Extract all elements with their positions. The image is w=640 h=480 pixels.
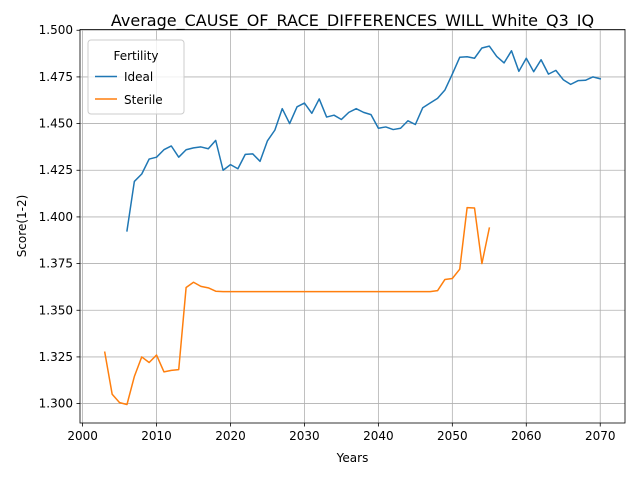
y-tick-label: 1.425 <box>39 163 73 177</box>
legend-label-sterile: Sterile <box>124 93 163 107</box>
y-tick-label: 1.350 <box>39 303 73 317</box>
chart-title: Average_CAUSE_OF_RACE_DIFFERENCES_WILL_W… <box>111 11 594 31</box>
legend-title: Fertility <box>113 49 158 63</box>
series-line-sterile <box>103 206 491 406</box>
y-tick-label: 1.325 <box>39 350 73 364</box>
grid-lines <box>80 29 625 423</box>
y-axis-label: Score(1-2) <box>15 195 29 258</box>
x-tick-label: 2040 <box>363 429 394 443</box>
y-tick-label: 1.500 <box>39 23 73 37</box>
y-tick-label: 1.375 <box>39 257 73 271</box>
legend-box <box>87 39 185 115</box>
axis-ticks: 2000 2010 2020 2030 2040 2050 2060 2070 1.300 1.3… <box>39 23 616 443</box>
legend-label-ideal: Ideal <box>124 70 153 84</box>
y-tick-label: 1.300 <box>39 397 73 411</box>
x-tick-label: 2010 <box>141 429 172 443</box>
x-tick-label: 2070 <box>585 429 616 443</box>
x-tick-label: 2050 <box>437 429 468 443</box>
data-series <box>103 45 602 406</box>
y-tick-label: 1.400 <box>39 210 73 224</box>
y-tick-label: 1.475 <box>39 70 73 84</box>
x-tick-label: 2060 <box>511 429 542 443</box>
x-tick-label: 2000 <box>67 429 98 443</box>
plot-frame <box>79 29 626 424</box>
x-tick-label: 2030 <box>289 429 320 443</box>
x-axis-label: Years <box>336 451 369 465</box>
series-line-ideal <box>126 45 602 232</box>
legend: Fertility Ideal Sterile <box>87 39 185 115</box>
y-tick-label: 1.450 <box>39 117 73 131</box>
x-tick-label: 2020 <box>215 429 246 443</box>
